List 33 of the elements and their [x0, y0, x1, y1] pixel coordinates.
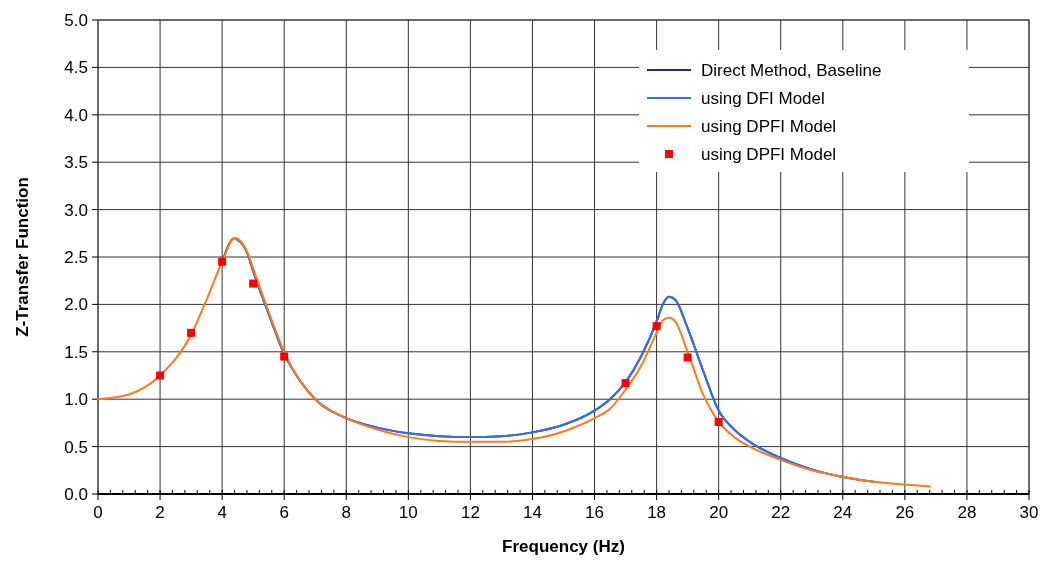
x-tick-label: 0 — [93, 503, 103, 522]
x-tick-label: 16 — [585, 503, 604, 522]
x-axis-title: Frequency (Hz) — [502, 537, 625, 556]
x-tick-label: 12 — [460, 503, 480, 522]
legend-label: using DFI Model — [701, 89, 825, 108]
y-tick-label: 5.0 — [64, 11, 88, 30]
y-tick-label: 1.0 — [64, 390, 88, 410]
x-tick-label: 22 — [771, 503, 791, 522]
x-tick-label: 26 — [895, 503, 915, 522]
y-tick-label: 4.5 — [64, 58, 88, 78]
y-tick-label: 3.5 — [64, 153, 88, 173]
x-tick-label: 8 — [341, 503, 351, 522]
y-tick-label: 1.5 — [64, 342, 88, 362]
x-tick-label: 28 — [957, 503, 977, 522]
x-tick-label: 4 — [217, 503, 227, 522]
x-tick-label: 10 — [398, 503, 418, 522]
y-tick-label: 2.5 — [64, 248, 88, 267]
x-tick-label: 6 — [279, 503, 289, 522]
y-tick-label: 3.0 — [64, 200, 88, 220]
x-tick-label: 2 — [155, 503, 165, 522]
legend-label: using DPFI Model — [701, 117, 837, 136]
legend-label: Direct Method, Baseline — [701, 61, 882, 80]
y-tick-label: 2.0 — [64, 295, 88, 315]
x-tick-label: 18 — [647, 503, 667, 522]
x-tick-label: 14 — [523, 503, 542, 522]
y-tick-label: 0.5 — [64, 437, 88, 457]
y-tick-label: 4.0 — [64, 105, 88, 125]
x-tick-label: 30 — [1019, 503, 1039, 522]
y-tick-label: 0.0 — [64, 485, 88, 504]
x-tick-label: 24 — [833, 503, 853, 522]
y-axis-title: Z-Transfer Function — [13, 177, 32, 337]
legend-label: using DPFI Model — [701, 145, 837, 164]
x-tick-label: 20 — [709, 503, 729, 522]
